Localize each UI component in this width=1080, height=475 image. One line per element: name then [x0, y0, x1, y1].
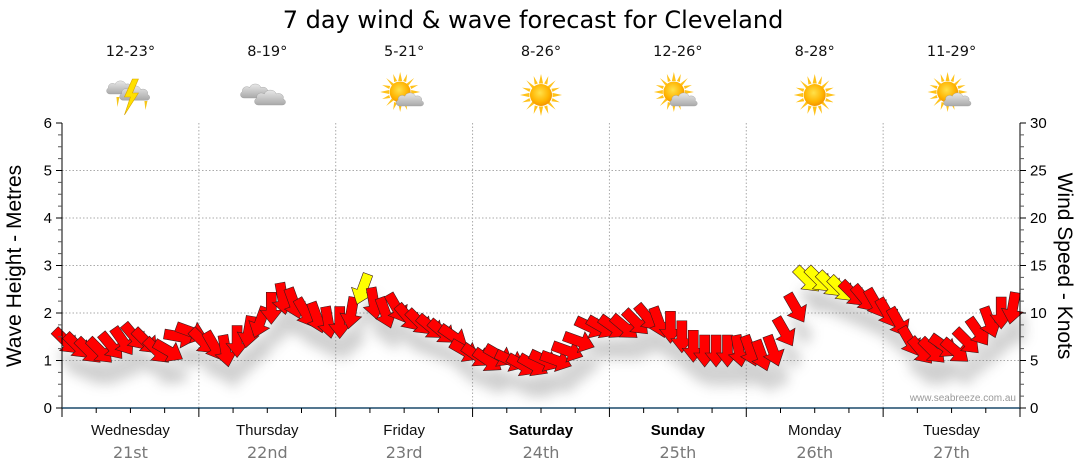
wind-arrow [964, 315, 989, 346]
day-name-label: Monday [788, 422, 842, 439]
thunderstorm-icon [106, 78, 150, 116]
sunny-icon [520, 74, 562, 116]
day-name-label: Tuesday [923, 422, 980, 439]
day-temp-range: 12-23° [106, 44, 155, 60]
wind-arrow [979, 305, 1002, 338]
wind-arrow [225, 325, 249, 358]
left-tick-label: 5 [44, 163, 52, 180]
day-temp-range: 11-29° [927, 44, 976, 60]
day-date-label: 24th [523, 443, 560, 462]
credit-watermark: www.seabreeze.com.au [909, 393, 1016, 404]
left-tick-label: 0 [44, 400, 52, 417]
axes: 0 1 2 3 4 5 6 0 5 10 15 20 25 30 [44, 115, 1047, 417]
partly-cloudy-icon [653, 72, 698, 112]
wind-arrow [658, 310, 683, 344]
wind-arrow [989, 296, 1013, 330]
right-tick-label: 0 [1030, 400, 1038, 417]
day-name-label: Thursday [236, 422, 299, 439]
right-tick-label: 5 [1030, 353, 1038, 370]
wind-arrow [151, 338, 183, 362]
right-tick-label: 20 [1030, 210, 1047, 227]
day-date-label: 21st [113, 443, 148, 462]
left-tick-label: 4 [44, 210, 52, 227]
wind-arrow [550, 340, 584, 363]
wind-arrow [783, 291, 807, 323]
day-date-label: 27th [933, 443, 970, 462]
left-tick-label: 2 [44, 305, 52, 322]
day-temp-range: 8-19° [247, 44, 287, 60]
partly-cloudy-icon [927, 72, 972, 112]
left-tick-label: 6 [44, 115, 52, 132]
sunny-icon [793, 74, 836, 116]
left-axis-title: Wave Height - Metres [3, 165, 26, 367]
day-name-label: Saturday [509, 422, 574, 439]
right-tick-label: 15 [1030, 258, 1047, 275]
day-labels: Wednesday 21st Thursday 22nd Friday 23rd Satur… [91, 422, 981, 462]
day-date-label: 26th [796, 443, 833, 462]
cloudy-icon [240, 83, 286, 106]
wind-arrow [539, 349, 572, 372]
day-temp-range: 8-26° [521, 44, 561, 60]
right-tick-label: 25 [1030, 163, 1047, 180]
wind-arrow [328, 306, 352, 339]
day-date-label: 25th [659, 443, 696, 462]
day-temp-range: 12-26° [653, 44, 702, 60]
chart-title: 7 day wind & wave forecast for Cleveland [283, 6, 784, 34]
wind-arrows [50, 264, 1024, 377]
day-name-label: Wednesday [91, 422, 170, 439]
wind-arrow [562, 330, 595, 353]
partly-cloudy-icon [380, 72, 424, 112]
wind-arrow [951, 326, 979, 354]
left-tick-label: 1 [44, 353, 52, 370]
right-axis-title: Wind Speed - Knots [1053, 173, 1076, 360]
left-tick-label: 3 [44, 258, 52, 275]
day-date-label: 23rd [386, 443, 423, 462]
wind-arrow [214, 334, 238, 368]
day-date-label: 22nd [247, 443, 288, 462]
wind-arrow [259, 291, 283, 325]
wind-arrow [771, 315, 796, 347]
wind-arrow [751, 338, 774, 372]
day-name-label: Sunday [651, 422, 706, 439]
right-tick-label: 10 [1030, 305, 1047, 322]
day-name-label: Friday [383, 422, 425, 439]
arrow-shadows [57, 286, 1030, 398]
right-tick-label: 30 [1030, 115, 1047, 132]
wind-arrow [670, 320, 694, 354]
daily-forecast-header: 12-23° 8-19° 5-21° 8-26° 12-26° 8-28° 11-29° [106, 44, 976, 116]
day-temp-range: 5-21° [384, 44, 424, 60]
day-temp-range: 8-28° [795, 44, 835, 60]
wind-arrow [939, 336, 969, 362]
wind-arrow [762, 333, 785, 367]
